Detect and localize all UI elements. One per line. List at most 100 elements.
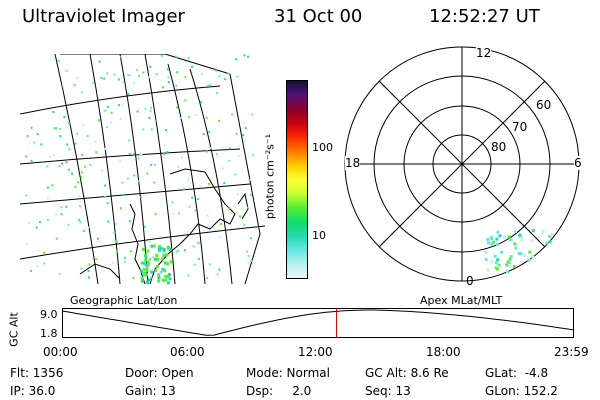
emission-speckle — [522, 253, 526, 257]
emission-speckle — [95, 151, 98, 154]
timeline-ytick-low: 1.8 — [40, 327, 58, 340]
emission-speckle — [164, 253, 168, 257]
emission-speckle — [154, 257, 157, 261]
emission-speckle — [150, 163, 153, 166]
mlt-label-18: 18 — [345, 156, 361, 170]
emission-speckle — [97, 240, 100, 243]
mlat-label-60: 60 — [536, 98, 552, 112]
emission-speckle — [98, 60, 101, 63]
emission-speckle — [95, 258, 98, 261]
emission-speckle — [121, 104, 124, 107]
emission-speckle — [126, 73, 129, 76]
timeline-xtick-0000: 00:00 — [43, 345, 78, 359]
emission-speckle — [496, 243, 500, 247]
emission-speckle — [119, 159, 122, 162]
status-ip: IP: 36.0 — [10, 384, 56, 398]
emission-speckle — [249, 237, 252, 240]
mlt-label-12: 12 — [476, 46, 492, 60]
emission-speckle — [157, 273, 161, 277]
emission-speckle — [140, 261, 144, 265]
emission-speckle — [153, 163, 156, 166]
emission-speckle — [94, 140, 97, 143]
emission-speckle — [514, 246, 518, 250]
emission-speckle — [25, 194, 28, 197]
emission-speckle — [48, 156, 51, 158]
emission-speckle — [162, 253, 166, 257]
emission-speckle — [65, 69, 68, 72]
emission-speckle — [187, 57, 190, 59]
emission-speckle — [146, 281, 150, 285]
emission-speckle — [237, 155, 240, 158]
emission-speckle — [551, 232, 554, 236]
emission-speckle — [36, 265, 39, 268]
emission-speckle — [165, 262, 169, 266]
emission-speckle — [512, 265, 516, 268]
emission-speckle — [202, 133, 205, 136]
emission-speckle — [186, 231, 189, 234]
emission-speckle — [208, 263, 211, 266]
emission-speckle — [101, 169, 104, 172]
emission-speckle — [191, 196, 194, 199]
emission-speckle — [219, 235, 222, 238]
emission-speckle — [123, 261, 126, 264]
emission-speckle — [197, 257, 200, 260]
emission-speckle — [193, 263, 196, 266]
emission-speckle — [247, 206, 250, 209]
emission-speckle — [541, 229, 545, 233]
emission-speckle — [66, 143, 69, 146]
emission-speckle — [96, 237, 99, 240]
emission-speckle — [218, 268, 221, 271]
emission-speckle — [61, 162, 63, 165]
emission-speckle — [168, 273, 171, 276]
emission-speckle — [115, 222, 117, 225]
colorbar-gradient — [287, 81, 307, 278]
emission-speckle — [209, 146, 212, 149]
emission-speckle — [499, 250, 503, 254]
emission-speckle — [178, 212, 181, 215]
emission-speckle — [490, 242, 494, 246]
emission-speckle — [191, 65, 193, 68]
emission-speckle — [115, 240, 118, 243]
emission-speckle — [74, 142, 77, 145]
emission-speckle — [157, 276, 161, 280]
emission-speckle — [250, 260, 253, 262]
emission-speckle — [104, 195, 107, 198]
emission-speckle — [53, 127, 56, 130]
emission-speckle — [106, 105, 109, 108]
emission-speckle — [140, 276, 144, 280]
emission-speckle — [143, 273, 147, 277]
emission-speckle — [209, 84, 211, 87]
emission-speckle — [179, 117, 182, 120]
emission-speckle — [531, 229, 535, 233]
emission-speckle — [168, 277, 172, 281]
instrument-title: Ultraviolet Imager — [22, 6, 185, 27]
polar-plot — [344, 46, 580, 282]
emission-speckle — [123, 256, 126, 259]
emission-speckle — [163, 144, 166, 147]
status-glon: GLon: 152.2 — [485, 384, 558, 398]
emission-speckle — [129, 250, 132, 253]
emission-speckle — [58, 272, 61, 275]
emission-speckle — [92, 81, 95, 84]
emission-speckle — [142, 261, 146, 265]
emission-speckle — [486, 268, 490, 272]
emission-speckle — [81, 153, 84, 156]
emission-speckle — [228, 159, 231, 162]
emission-speckle — [146, 249, 150, 253]
emission-speckle — [119, 207, 122, 210]
emission-speckle — [35, 226, 38, 229]
apex-label: Apex MLat/MLT — [420, 294, 503, 307]
emission-speckle — [58, 128, 61, 130]
emission-speckle — [87, 270, 90, 273]
emission-speckle — [508, 257, 512, 261]
emission-speckle — [208, 182, 211, 185]
emission-speckle — [43, 251, 46, 254]
emission-speckle — [505, 263, 509, 267]
emission-speckle — [234, 173, 237, 176]
emission-speckle — [80, 171, 83, 174]
emission-speckle — [520, 238, 524, 242]
emission-speckle — [251, 154, 254, 157]
emission-speckle — [65, 205, 68, 208]
emission-speckle — [218, 75, 221, 78]
mlt-label-0: 0 — [466, 274, 474, 288]
